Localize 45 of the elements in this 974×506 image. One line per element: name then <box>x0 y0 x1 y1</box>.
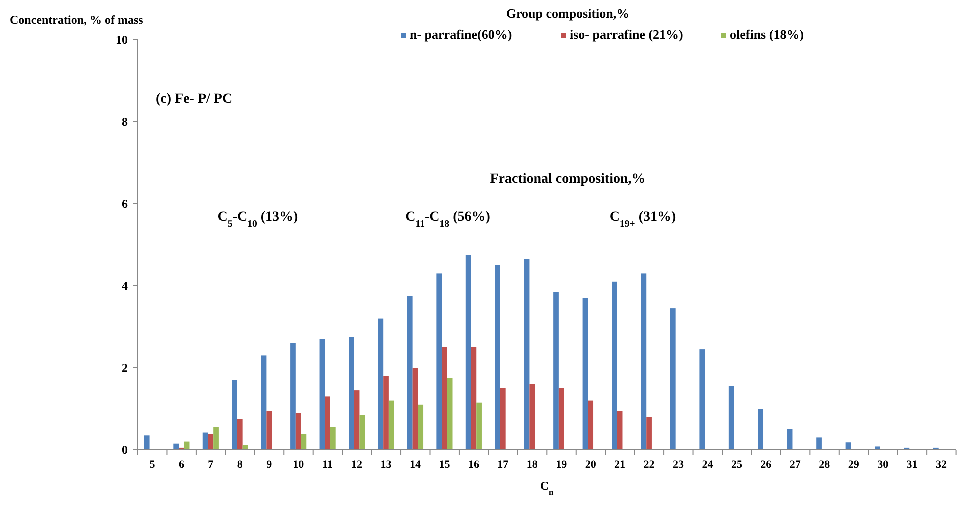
x-tick-label: 26 <box>760 459 772 471</box>
x-tick-label: 31 <box>906 459 918 471</box>
x-tick-label: 5 <box>150 459 156 471</box>
x-tick-label: 16 <box>468 459 480 471</box>
legend-label: n- parrafine(60%) <box>410 27 512 42</box>
x-tick-label: 10 <box>293 459 305 471</box>
x-tick-label: 30 <box>878 459 890 471</box>
y-tick-label: 2 <box>122 361 128 376</box>
y-tick-label: 10 <box>116 33 128 48</box>
y-tick-label: 8 <box>122 115 128 130</box>
legend-title: Group composition,% <box>506 6 630 21</box>
x-tick-label: 12 <box>352 459 364 471</box>
annotation: C$_{5}$-C$_{10}$ (13%) <box>218 210 299 230</box>
x-tick-label: 23 <box>673 459 685 471</box>
legend-label: olefins (18%) <box>730 27 804 42</box>
x-tick-label: 17 <box>498 459 510 471</box>
x-tick-label: 29 <box>848 459 860 471</box>
annotation: C$_{19+}$ (31%) <box>610 210 677 230</box>
x-tick-label: 19 <box>556 459 568 471</box>
annotation: (c) Fe- P/ PC <box>156 92 233 107</box>
x-tick-label: 28 <box>819 459 831 471</box>
x-axis-title: C$_{n}$ <box>540 479 554 496</box>
y-axis-title: Concentration, % of mass <box>10 13 144 27</box>
legend-label: iso- parrafine (21%) <box>570 27 684 42</box>
annotation: C$_{11}$-C$_{18}$ (56%) <box>406 210 491 230</box>
annotation: Fractional composition,% <box>490 172 646 187</box>
x-tick-label: 6 <box>178 459 185 471</box>
x-tick-label: 7 <box>208 459 214 471</box>
y-tick-label: 4 <box>122 279 128 294</box>
x-tick-label: 25 <box>731 459 743 471</box>
x-tick-label: 15 <box>439 459 451 471</box>
x-tick-label: 21 <box>614 459 626 471</box>
x-tick-label: 9 <box>266 459 273 471</box>
x-tick-label: 13 <box>380 459 392 471</box>
x-tick-label: 27 <box>790 459 802 471</box>
x-tick-label: 8 <box>237 459 244 471</box>
x-tick-label: 18 <box>526 459 538 471</box>
x-tick-label: 24 <box>702 459 714 471</box>
x-tick-label: 11 <box>322 459 334 471</box>
x-tick-label: 22 <box>644 459 656 471</box>
y-tick-label: 6 <box>122 197 128 212</box>
x-tick-label: 32 <box>936 459 948 471</box>
y-tick-label: 0 <box>122 443 128 458</box>
x-tick-label: 14 <box>410 459 422 471</box>
x-tick-label: 20 <box>585 459 597 471</box>
